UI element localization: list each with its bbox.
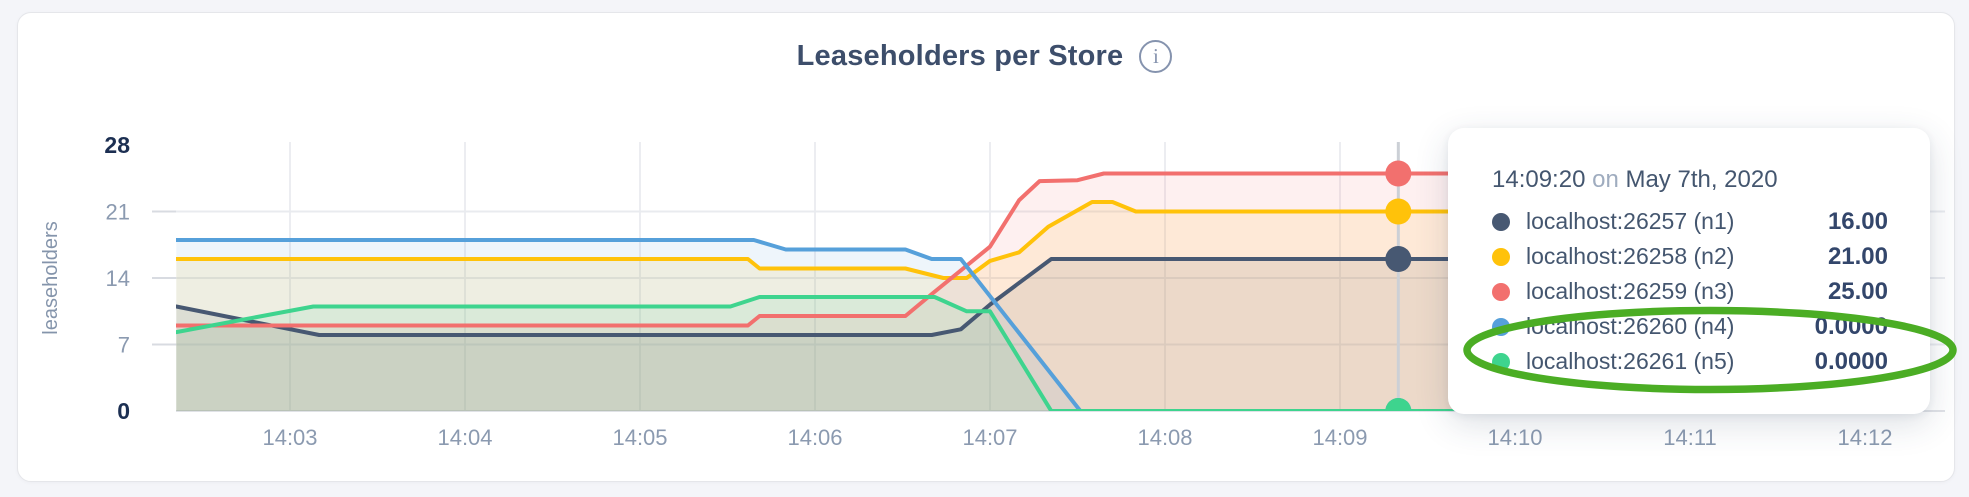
y-tick-label: 14 [106, 266, 130, 291]
series-value: 0.0000 [1814, 312, 1888, 340]
tooltip-header: 14:09:20 on May 7th, 2020 [1492, 166, 1888, 194]
series-dot-icon [1492, 212, 1510, 231]
series-label: localhost:26261 (n5) [1526, 348, 1735, 374]
x-tick-label: 14:11 [1663, 425, 1716, 450]
chart-title: Leaseholders per Store [796, 40, 1124, 72]
y-tick-label: 0 [117, 398, 130, 424]
y-tick-label: 21 [106, 200, 130, 225]
hover-dot-n5 [1385, 398, 1412, 411]
chart-header: Leaseholders per Store i [0, 40, 1969, 73]
x-tick-label: 14:08 [1137, 425, 1192, 450]
series-line-n3 [176, 171, 1535, 328]
series-dot-icon [1492, 247, 1510, 266]
info-icon[interactable]: i [1139, 40, 1173, 73]
series-value: 21.00 [1827, 242, 1888, 270]
series-area-n4 [176, 240, 1533, 411]
tooltip-row: localhost:26258 (n2) 21.00 [1492, 239, 1888, 274]
tooltip-date: May 7th, 2020 [1625, 166, 1778, 193]
tooltip-row: localhost:26259 (n3) 25.00 [1492, 274, 1888, 309]
series-label: localhost:26258 (n2) [1526, 243, 1735, 269]
tooltip-row: localhost:26257 (n1) 16.00 [1492, 204, 1888, 239]
series-line-n5 [176, 295, 1535, 411]
series-dot-icon [1492, 317, 1510, 336]
series-label: localhost:26260 (n4) [1526, 313, 1735, 339]
series-dot-icon [1492, 352, 1510, 371]
series-value: 0.0000 [1814, 347, 1888, 375]
series-label: localhost:26257 (n1) [1526, 208, 1735, 234]
chart-tooltip: 14:09:20 on May 7th, 2020 localhost:2625… [1448, 128, 1930, 414]
x-tick-label: 14:04 [437, 425, 492, 450]
x-tick-label: 14:12 [1837, 425, 1892, 450]
hover-dot-n1 [1385, 246, 1412, 272]
y-tick-label: 28 [104, 132, 130, 158]
y-axis-title: leaseholders [40, 221, 62, 334]
tooltip-time: 14:09:20 [1492, 166, 1586, 193]
x-tick-label: 14:03 [262, 425, 317, 450]
y-tick-label: 7 [118, 333, 130, 358]
series-line-n1 [176, 257, 1535, 337]
tooltip-rows: localhost:26257 (n1) 16.00 localhost:26258… [1492, 204, 1888, 379]
series-line-n2 [176, 200, 1535, 280]
x-tick-label: 14:07 [962, 425, 1017, 450]
series-area-n2 [176, 202, 1533, 411]
series-value: 16.00 [1827, 207, 1888, 235]
tooltip-row: localhost:26261 (n5) 0.0000 [1492, 344, 1888, 379]
tooltip-conjunction: on [1592, 166, 1619, 193]
series-label: localhost:26259 (n3) [1526, 278, 1735, 304]
x-tick-label: 14:10 [1487, 425, 1542, 450]
series-dot-icon [1492, 282, 1510, 301]
tooltip-row: localhost:26260 (n4) 0.0000 [1492, 309, 1888, 344]
series-value: 25.00 [1827, 277, 1888, 305]
series-line-n4 [176, 238, 1535, 411]
hover-dot-n2 [1385, 198, 1412, 225]
hover-dot-n3 [1385, 160, 1412, 187]
x-tick-label: 14:06 [787, 425, 842, 450]
x-tick-label: 14:05 [612, 425, 667, 450]
x-tick-label: 14:09 [1312, 425, 1367, 450]
series-area-n3 [176, 173, 1533, 411]
